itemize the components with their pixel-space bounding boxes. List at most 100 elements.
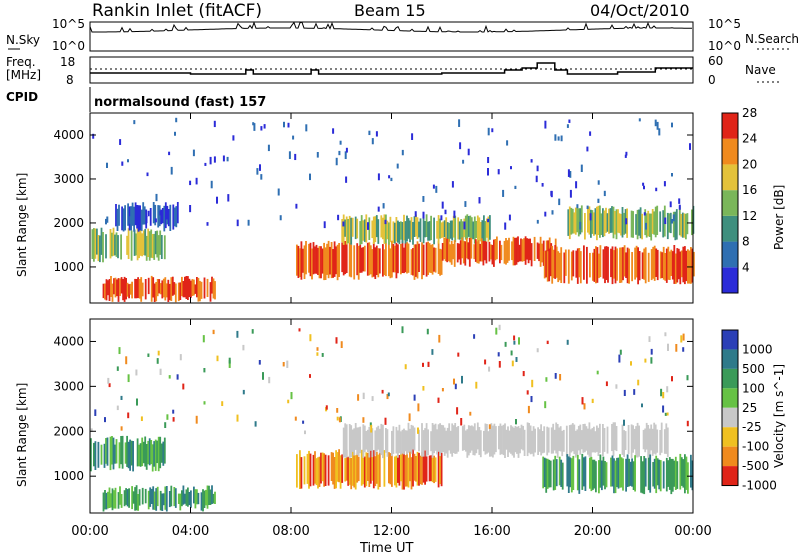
- heatmap-cell: [663, 181, 666, 187]
- heatmap-cell: [332, 452, 334, 485]
- heatmap-cell: [495, 426, 497, 453]
- heatmap-cell: [162, 278, 165, 298]
- heatmap-cell: [155, 282, 158, 302]
- heatmap-cell: [644, 358, 647, 363]
- heatmap-cell: [401, 149, 404, 156]
- heatmap-cell: [369, 422, 372, 427]
- heatmap-cell: [586, 205, 589, 210]
- y-tick-label: 1000: [53, 469, 84, 483]
- heatmap-cell: [626, 247, 629, 284]
- heatmap-cell: [165, 219, 168, 225]
- heatmap-cell: [375, 451, 378, 484]
- heatmap-cell: [345, 424, 348, 458]
- heatmap-cell: [502, 424, 505, 456]
- heatmap-cell: [504, 423, 506, 458]
- heatmap-cell: [534, 428, 536, 453]
- heatmap-cell: [406, 215, 408, 242]
- heatmap-cell: [143, 206, 146, 225]
- heatmap-cell: [354, 423, 357, 450]
- heatmap-cell: [185, 489, 188, 506]
- heatmap-cell: [583, 403, 586, 410]
- y-tick-label: 2000: [53, 216, 84, 230]
- heatmap-cell: [97, 235, 100, 262]
- heatmap-cell: [491, 128, 494, 133]
- heatmap-cell: [397, 430, 399, 458]
- heatmap-cell: [262, 372, 264, 380]
- heatmap-cell: [196, 489, 198, 505]
- heatmap-cell: [172, 417, 175, 422]
- heatmap-cell: [430, 215, 432, 241]
- heatmap-cell: [499, 240, 501, 264]
- heatmap-cell: [446, 238, 449, 263]
- heatmap-cell: [443, 237, 446, 260]
- heatmap-cell: [614, 422, 616, 451]
- heatmap-cell: [432, 184, 435, 189]
- heatmap-cell: [345, 243, 348, 273]
- heatmap-cell: [391, 240, 393, 278]
- heatmap-cell: [620, 457, 623, 488]
- heatmap-cell: [619, 247, 621, 283]
- heatmap-cell: [644, 209, 647, 236]
- heatmap-cell: [100, 444, 103, 465]
- heatmap-cell: [612, 422, 615, 456]
- heatmap-cell: [412, 222, 414, 245]
- heatmap-cell: [685, 250, 688, 282]
- heatmap-cell: [156, 230, 159, 258]
- heatmap-cell: [582, 424, 585, 453]
- heatmap-cell: [176, 374, 179, 380]
- heatmap-cell: [442, 221, 445, 238]
- heatmap-cell: [680, 335, 683, 343]
- colorbar-segment: [722, 349, 738, 369]
- heatmap-cell: [304, 430, 306, 435]
- heatmap-cell: [585, 426, 588, 451]
- x-tick-label: 12:00: [373, 524, 410, 539]
- heatmap-cell: [383, 450, 386, 487]
- heatmap-cell: [445, 430, 448, 454]
- heatmap-cell: [615, 384, 618, 389]
- heatmap-cell: [628, 458, 630, 487]
- heatmap-cell: [661, 252, 664, 278]
- heatmap-cell: [451, 220, 454, 241]
- time-x-axis: 00:00 04:00 08:00 12:00 16:00 20:00 00:00: [71, 113, 712, 539]
- heatmap-cell: [522, 425, 524, 451]
- heatmap-cell: [175, 117, 178, 123]
- heatmap-cell: [175, 206, 178, 228]
- heatmap-cell: [576, 454, 579, 491]
- heatmap-cell: [172, 204, 175, 230]
- heatmap-cell: [336, 452, 339, 482]
- heatmap-cell: [344, 151, 347, 160]
- heatmap-cell: [326, 243, 328, 275]
- heatmap-cell: [124, 205, 126, 231]
- heatmap-cell: [665, 248, 668, 283]
- heatmap-cell: [431, 423, 434, 458]
- heatmap-cell: [479, 243, 482, 262]
- heatmap-cell: [690, 454, 692, 488]
- heatmap-cell: [451, 423, 454, 457]
- heatmap-cell: [137, 205, 140, 232]
- heatmap-cell: [125, 278, 127, 300]
- heatmap-cell: [590, 456, 593, 492]
- heatmap-cell: [382, 244, 384, 277]
- heatmap-cell: [299, 248, 301, 277]
- heatmap-cell: [127, 412, 130, 419]
- heatmap-cell: [395, 426, 398, 454]
- colorbar-segment: [722, 407, 738, 428]
- heatmap-cell: [151, 234, 154, 259]
- heatmap-cell: [653, 245, 656, 281]
- heatmap-cell: [321, 248, 324, 274]
- heatmap-cell: [150, 229, 153, 258]
- heatmap-cell: [667, 460, 670, 487]
- heatmap-cell: [679, 453, 682, 490]
- heatmap-cell: [515, 357, 518, 362]
- heatmap-cell: [636, 422, 639, 458]
- heatmap-cell: [647, 252, 650, 282]
- heatmap-cell: [654, 119, 657, 127]
- x-tick-label: 00:00: [71, 524, 108, 539]
- heatmap-cell: [510, 350, 513, 356]
- heatmap-cell: [625, 252, 627, 278]
- heatmap-cell: [455, 427, 458, 454]
- heatmap-cell: [404, 364, 407, 370]
- heatmap-cell: [254, 421, 257, 427]
- heatmap-cell: [593, 212, 595, 236]
